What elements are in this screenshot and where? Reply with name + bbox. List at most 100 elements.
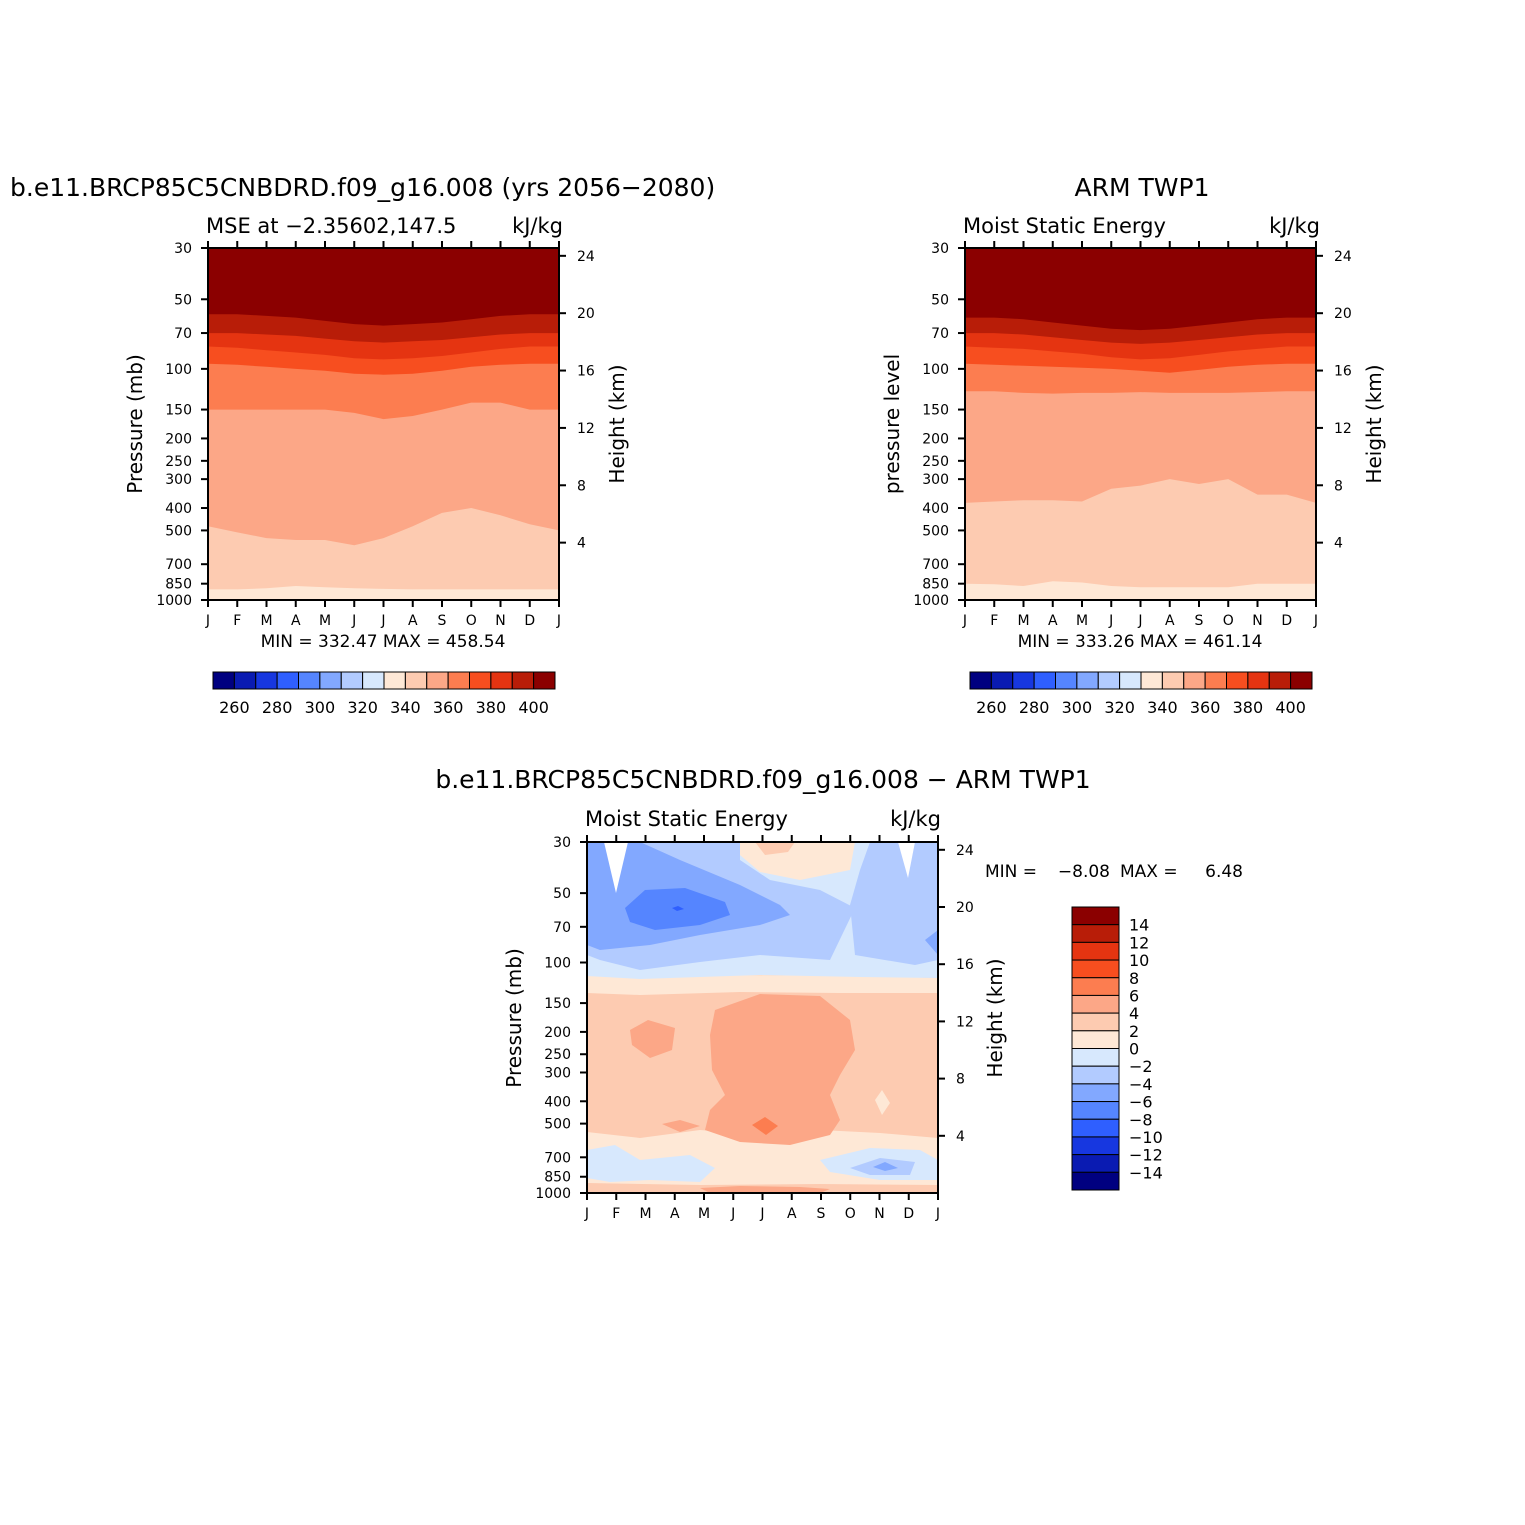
colorbar-swatch (276, 671, 299, 690)
colorbar-swatch (404, 671, 428, 690)
panel-model-colorbar: 260 280 300 320 340 360 380 400 (212, 671, 556, 717)
y2-tick-label: 16 (956, 957, 974, 973)
diff-fill-lower-cool-right-3 (873, 1162, 898, 1171)
diff-fill-white-gap-2 (898, 842, 915, 878)
colorbar-label: 320 (1104, 698, 1135, 717)
panel-obs-ylabel-right: Height (km) (1362, 364, 1386, 483)
colorbar-swatch (212, 671, 235, 690)
panel-diff-ylabel: Pressure (mb) (502, 948, 526, 1088)
y2-tick-label: 8 (1334, 478, 1343, 494)
panel-diff-ticks: J F M A M J J A S O N D J 30 50 70 100 150 200 250 300 400 500… (535, 835, 974, 1222)
x-tick-label: M (698, 1206, 710, 1222)
colorbar-swatch (1012, 671, 1035, 690)
y2-tick-label: 12 (956, 1014, 974, 1030)
y2-tick-label: 12 (1334, 421, 1352, 437)
y2-tick-label: 20 (1334, 306, 1352, 322)
panel-obs-contour-fills (965, 248, 1316, 600)
panel-model-ylabel: Pressure (mb) (123, 354, 147, 494)
colorbar-label: 300 (305, 698, 336, 717)
y2-tick-label: 4 (1334, 536, 1343, 552)
x-tick-label: O (845, 1206, 856, 1222)
y-tick-label: 700 (165, 557, 192, 573)
x-tick-label: J (1137, 613, 1142, 629)
y-tick-label: 850 (544, 1170, 571, 1186)
y-tick-label: 400 (922, 501, 949, 517)
x-tick-label: F (612, 1206, 620, 1222)
x-tick-label: M (260, 613, 272, 629)
panel-obs-colorbar: 260 280 300 320 340 360 380 400 (969, 671, 1313, 717)
colorbar-label: 360 (433, 698, 464, 717)
panel-diff-ylabel-right: Height (km) (983, 958, 1007, 1077)
diff-fill-upper-m4-right (925, 930, 938, 955)
colorbar-swatch (447, 671, 470, 690)
y-tick-label: 70 (931, 326, 949, 342)
y-tick-label: 1000 (156, 593, 192, 609)
panel-diff: b.e11.BRCP85C5CNBDRD.f09_g16.008 − ARM T… (435, 765, 1243, 1222)
panel-obs-subtitle-left: Moist Static Energy (963, 214, 1166, 238)
panel-diff-min-label: MIN = (985, 862, 1037, 882)
x-tick-label: J (730, 1206, 735, 1222)
colorbar-label: 400 (1275, 698, 1306, 717)
panel-model-contour-fills (208, 248, 559, 600)
colorbar-label: 400 (518, 698, 549, 717)
colorbar-label: −8 (1129, 1110, 1153, 1129)
y-tick-label: 500 (544, 1117, 571, 1133)
colorbar-swatch (1071, 1154, 1120, 1173)
x-tick-label: D (524, 613, 535, 629)
y2-tick-label: 24 (956, 843, 974, 859)
colorbar-label: 0 (1129, 1040, 1139, 1059)
y-tick-label: 850 (922, 577, 949, 593)
panel-diff-contour-fills (587, 842, 938, 1193)
colorbar-swatch (1076, 671, 1099, 690)
panel-obs-ylabel: pressure level (880, 354, 904, 494)
x-tick-label: J (351, 613, 356, 629)
panel-model-subtitle-right: kJ/kg (512, 214, 563, 238)
panel-diff-title: b.e11.BRCP85C5CNBDRD.f09_g16.008 − ARM T… (435, 765, 1090, 794)
x-tick-label: M (1017, 613, 1029, 629)
diff-fill-central-6to8 (752, 1117, 778, 1135)
diff-fill-surface-2 (700, 1186, 830, 1193)
panel-model-minmax: MIN = 332.47 MAX = 458.54 (261, 632, 506, 652)
colorbar-swatch (1226, 671, 1249, 690)
colorbar-swatch (383, 671, 406, 690)
colorbar-swatch (533, 671, 556, 690)
colorbar-swatch (1071, 924, 1120, 943)
y-tick-label: 500 (922, 523, 949, 539)
y-tick-label: 200 (922, 431, 949, 447)
y-tick-label: 30 (174, 241, 192, 257)
colorbar-swatch (1290, 671, 1313, 690)
x-tick-label: J (205, 613, 210, 629)
y-tick-label: 50 (553, 886, 571, 902)
colorbar-label: 260 (219, 698, 250, 717)
colorbar-label: 380 (476, 698, 507, 717)
colorbar-label: 6 (1129, 986, 1139, 1005)
y-tick-label: 400 (544, 1094, 571, 1110)
x-tick-label: S (438, 613, 447, 629)
x-tick-label: J (962, 613, 967, 629)
colorbar-swatch (1119, 671, 1142, 690)
y2-tick-label: 20 (956, 900, 974, 916)
colorbar-label: 4 (1129, 1004, 1139, 1023)
colorbar-label: 12 (1129, 933, 1149, 952)
x-tick-label: J (1313, 613, 1318, 629)
colorbar-label: −10 (1129, 1128, 1163, 1147)
y2-tick-label: 12 (577, 421, 595, 437)
y2-tick-label: 8 (956, 1072, 965, 1088)
colorbar-label: 8 (1129, 969, 1139, 988)
y2-tick-label: 8 (577, 478, 586, 494)
y-tick-label: 70 (174, 326, 192, 342)
diff-fill-right-0to2 (875, 1090, 890, 1115)
colorbar-swatch (1247, 671, 1270, 690)
colorbar-swatch (1071, 1083, 1120, 1103)
colorbar-swatch (511, 671, 535, 690)
panel-obs-minmax: MIN = 333.26 MAX = 461.14 (1018, 632, 1263, 652)
y2-tick-label: 4 (577, 536, 586, 552)
y-tick-label: 700 (922, 557, 949, 573)
colorbar-label: −2 (1129, 1057, 1153, 1076)
colorbar-swatch (1097, 671, 1121, 690)
x-tick-label: A (1048, 613, 1058, 629)
panel-diff-min-value: −8.08 (1058, 862, 1110, 882)
diff-fill-white-gap-1 (604, 842, 628, 893)
diff-fill-upper-m8 (672, 906, 684, 911)
